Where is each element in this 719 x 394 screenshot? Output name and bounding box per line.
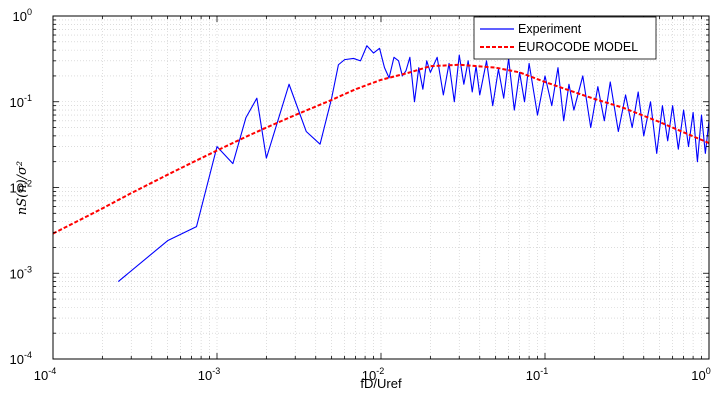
legend-box bbox=[473, 16, 657, 60]
x-tick-label: 100 bbox=[691, 366, 710, 383]
legend: Experiment EUROCODE MODEL bbox=[473, 16, 657, 60]
series-line-experiment bbox=[117, 45, 710, 282]
y-tick-labels: 10-4 10-3 10-2 10-1 100 bbox=[10, 7, 32, 367]
y-axis-title: nS(n)/σ² bbox=[15, 161, 30, 215]
legend-label-eurocode: EUROCODE MODEL bbox=[518, 40, 638, 54]
x-tick-label: 10-1 bbox=[526, 366, 548, 383]
x-tick-label: 10-2 bbox=[362, 366, 384, 383]
x-tick-label: 10-4 bbox=[34, 366, 56, 383]
x-axis-title: fD/Uref bbox=[360, 376, 402, 391]
x-tick-labels: 10-4 10-3 10-2 10-1 100 bbox=[34, 366, 711, 383]
y-tick-label: 10-4 bbox=[10, 350, 32, 367]
series-layer bbox=[52, 45, 710, 282]
x-tick-label: 10-3 bbox=[198, 366, 220, 383]
y-tick-label: 10-3 bbox=[10, 264, 32, 281]
y-tick-label: 100 bbox=[13, 7, 32, 24]
y-tick-label: 10-2 bbox=[10, 179, 32, 196]
legend-label-experiment: Experiment bbox=[518, 22, 582, 36]
ticks bbox=[52, 16, 709, 360]
series-line-eurocode-model bbox=[52, 63, 710, 235]
y-tick-label: 10-1 bbox=[10, 93, 32, 110]
